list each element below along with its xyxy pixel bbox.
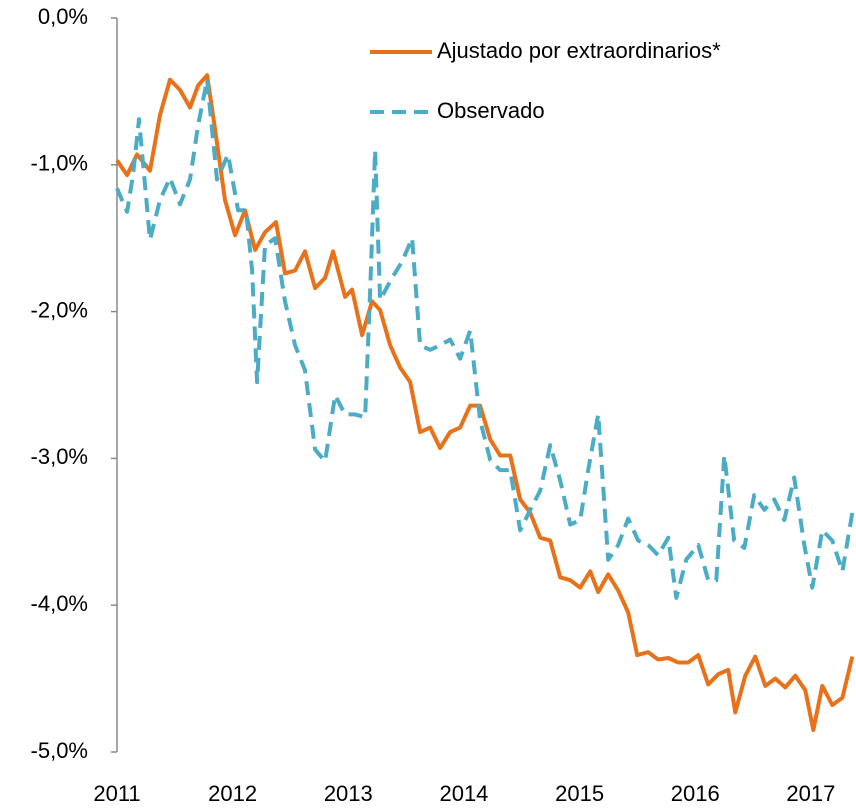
x-tick-label: 2013	[324, 781, 373, 806]
series-line	[115, 73, 855, 732]
y-tick-label: 0,0%	[38, 4, 88, 29]
x-tick-label: 2012	[208, 781, 257, 806]
y-tick-label: -2,0%	[31, 297, 88, 322]
x-tick-label: 2017	[786, 781, 835, 806]
x-tick-label: 2016	[671, 781, 720, 806]
legend-label: Observado	[437, 98, 545, 123]
x-tick-label: 2015	[555, 781, 604, 806]
x-tick-label: 2011	[93, 781, 140, 806]
x-tick-label: 2014	[439, 781, 488, 806]
series-line	[115, 77, 855, 600]
y-tick-label: -3,0%	[31, 444, 88, 469]
y-tick-label: -5,0%	[31, 738, 88, 763]
legend-label: Ajustado por extraordinarios*	[437, 38, 721, 63]
y-tick-label: -4,0%	[31, 591, 88, 616]
y-tick-label: -1,0%	[31, 151, 88, 176]
